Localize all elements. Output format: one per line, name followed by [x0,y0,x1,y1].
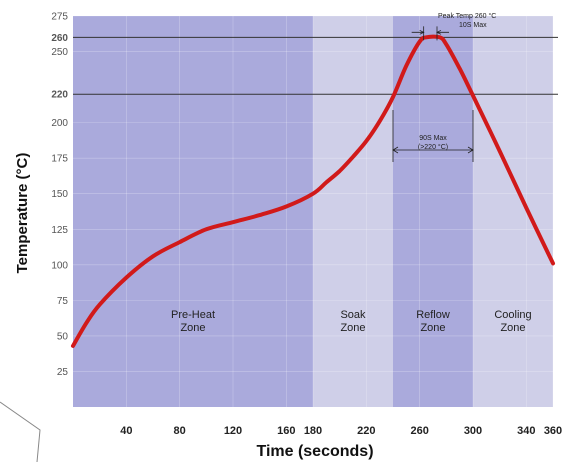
x-tick-80: 80 [174,425,186,437]
y-tick-25: 25 [57,367,69,378]
y-tick-260: 260 [51,33,68,44]
y-axis-title: Temperature (°C) [14,153,31,274]
x-tick-260: 260 [410,425,428,437]
zone-band-3 [473,16,553,407]
y-tick-200: 200 [51,118,68,129]
series-layer [71,34,555,348]
y-axis-ticks: 25 50 75 100 125 150 175 200 220 250 260 275 [51,12,68,378]
y-tick-125: 125 [51,225,68,236]
x-tick-360: 360 [544,425,562,437]
y-tick-175: 175 [51,154,68,165]
peak-arrow-left [411,29,425,35]
zone-band-2 [393,16,473,407]
y-tick-75: 75 [57,296,69,307]
x-tick-340: 340 [517,425,535,437]
reference-lines [73,36,558,95]
page-corner-decoration [0,401,41,462]
zone-label-1: Soak Zone [340,309,366,334]
zone-band-1 [313,16,393,407]
x-axis-title: Time (seconds) [256,443,373,460]
zone-label-3: Cooling Zone [494,309,531,334]
y-tick-250: 250 [51,47,68,58]
x-axis-ticks: 40 80 120 160 180 220 260 300 340 360 [120,425,562,437]
peak-arrow-right [436,29,449,35]
x-tick-300: 300 [464,425,482,437]
temperature-series-line [71,34,555,348]
y-tick-275: 275 [51,12,68,23]
peak-annotation-text: Peak Temp 260 °C 10S Max [438,12,496,29]
window-arrow [392,146,474,154]
x-tick-220: 220 [357,425,375,437]
y-tick-100: 100 [51,260,68,271]
zone-labels: Pre-Heat Zone Soak Zone Reflow Zone Cooling Zon… [171,309,532,334]
x-tick-40: 40 [120,425,132,437]
y-tick-220: 220 [51,90,68,101]
x-tick-120: 120 [224,425,242,437]
x-tick-180: 180 [304,425,322,437]
zone-label-2: Reflow Zone [416,309,450,334]
zone-label-0: Pre-Heat Zone [171,309,215,334]
x-tick-160: 160 [277,425,295,437]
y-tick-150: 150 [51,189,68,200]
y-tick-50: 50 [57,331,69,342]
window-annotation-text: 90S Max (>220 °C) [418,135,448,151]
annotations-layer: Peak Temp 260 °C 10S Max 90S Max (>220 °C) [392,12,496,162]
